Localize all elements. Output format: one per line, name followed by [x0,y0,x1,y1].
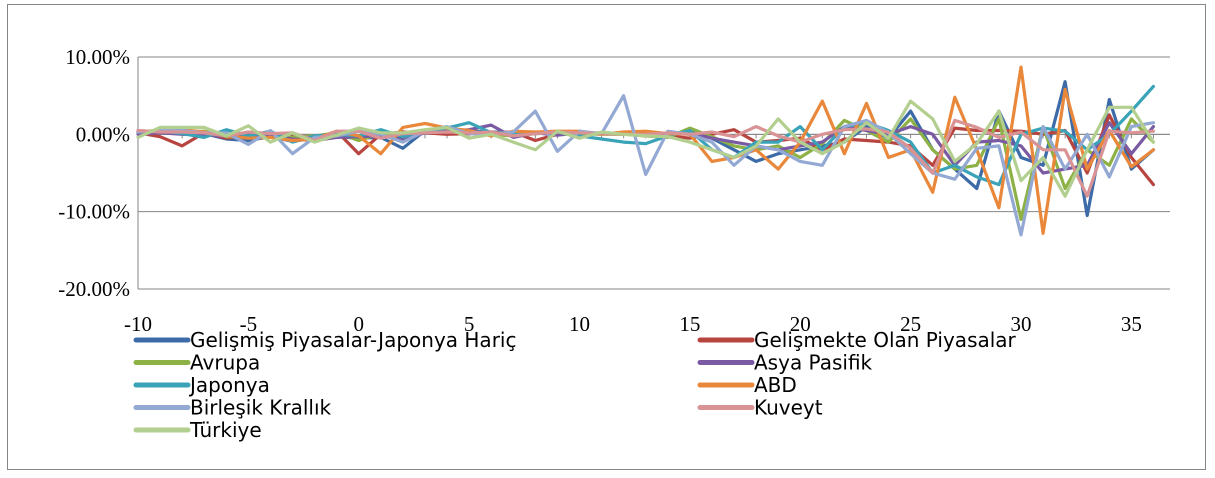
legend-label: Avrupa [190,351,260,375]
line-chart: 10.00% 0.00% -10.00% -20.00% -10 -5 0 5 10 15 20 2… [58,45,1170,442]
x-tick-label: 15 [679,312,700,336]
legend-item: Kuveyt [697,396,823,420]
x-tick-label: -10 [124,312,152,336]
series-lines [136,65,1156,237]
x-tick-label: 35 [1121,312,1142,336]
legend-item: Japonya [133,373,270,397]
y-tick-label: -10.00% [58,200,130,224]
gridlines [138,56,1170,290]
legend-item: Avrupa [133,351,260,375]
series-8 [136,99,1156,198]
chart-frame: 10.00% 0.00% -10.00% -20.00% -10 -5 0 5 10 15 20 2… [7,4,1206,470]
x-tick-label: 5 [464,312,475,336]
x-tick-label: 10 [569,312,590,336]
legend-label: Gelişmiş Piyasalar-Japonya Hariç [190,328,516,352]
x-tick-label: -5 [240,312,258,336]
legend-label: ABD [754,373,797,397]
legend: Gelişmiş Piyasalar-Japonya Hariç Gelişmek… [133,328,1017,442]
x-tick-label: 20 [790,312,811,336]
legend-item: Türkiye [133,418,262,442]
legend-item: Gelişmekte Olan Piyasalar [697,328,1017,352]
x-tick-label: 25 [900,312,921,336]
legend-item: Gelişmiş Piyasalar-Japonya Hariç [133,328,516,352]
legend-label: Gelişmekte Olan Piyasalar [754,328,1017,352]
y-tick-label: -20.00% [58,277,130,301]
legend-item: ABD [697,373,797,397]
legend-item: Birleşik Krallık [133,396,332,420]
legend-label: Kuveyt [754,396,823,420]
x-axis-tick-labels: -10 -5 0 5 10 15 20 25 30 35 [124,312,1142,336]
y-axis-tick-labels: 10.00% 0.00% -10.00% -20.00% [58,45,130,301]
legend-label: Asya Pasifik [754,351,873,375]
y-tick-label: 10.00% [65,45,130,69]
legend-item: Asya Pasifik [697,351,873,375]
y-tick-label: 0.00% [76,122,130,146]
legend-label: Japonya [188,373,270,397]
axes [137,57,1170,289]
x-tick-label: 0 [353,312,364,336]
x-tick-label: 30 [1010,312,1031,336]
legend-label: Birleşik Krallık [190,396,332,420]
legend-label: Türkiye [189,418,262,442]
